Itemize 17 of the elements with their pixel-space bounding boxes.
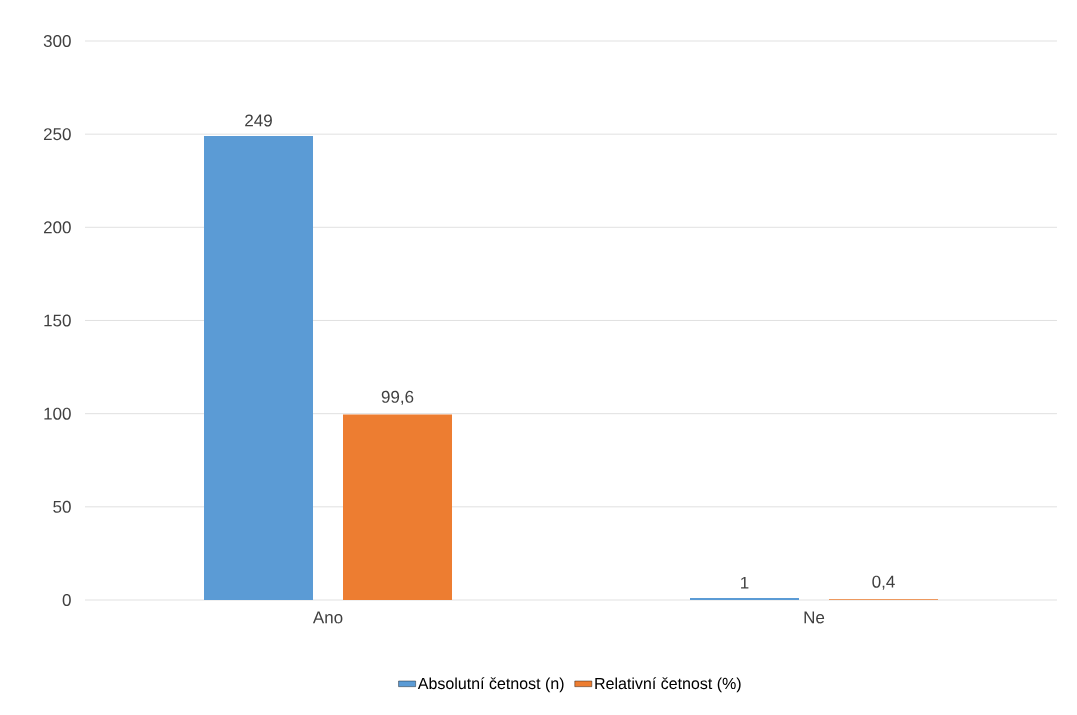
y-tick-label: 200 xyxy=(43,221,71,234)
y-tick-label: 150 xyxy=(44,314,71,327)
y-tick-label: 0 xyxy=(62,593,71,607)
y-tick-label: 100 xyxy=(44,407,71,420)
y-tick-label: 50 xyxy=(53,500,71,513)
y-tick-label: 250 xyxy=(43,128,71,141)
data-label: 0,4 xyxy=(872,575,895,590)
data-label: 99,6 xyxy=(381,390,414,405)
data-label: 249 xyxy=(245,114,272,127)
legend-label: Relativní četnost (%) xyxy=(595,677,741,693)
y-tick-label: 300 xyxy=(43,34,71,48)
data-label: 1 xyxy=(741,576,749,589)
x-tick-label: Ne xyxy=(804,611,825,624)
legend-label: Absolutní četnost (n) xyxy=(417,677,564,693)
x-tick-label: Ano xyxy=(312,611,343,624)
bar xyxy=(204,136,313,600)
bar xyxy=(343,414,453,600)
